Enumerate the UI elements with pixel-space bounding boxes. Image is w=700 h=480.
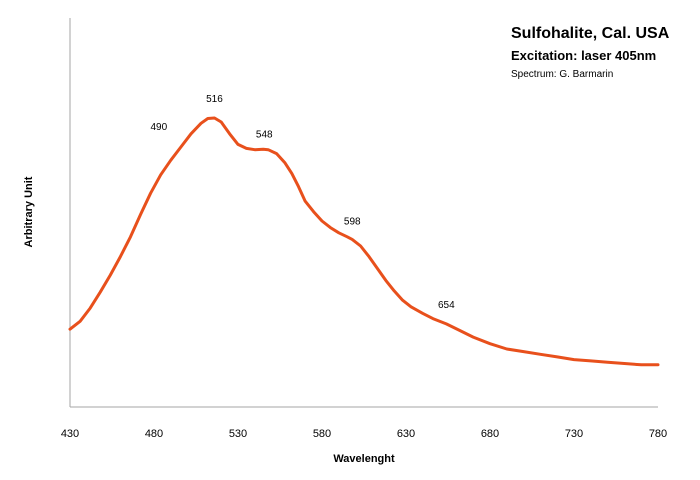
x-axis-title: Wavelenght bbox=[333, 453, 395, 465]
peak-label: 598 bbox=[344, 216, 361, 227]
chart-credit: Spectrum: G. Barmarin bbox=[511, 69, 613, 80]
chart-title: Sulfohalite, Cal. USA bbox=[511, 25, 670, 42]
y-axis-title: Arbitrary Unit bbox=[23, 176, 35, 247]
x-tick-label: 780 bbox=[649, 428, 667, 440]
x-tick-labels: 430 480 530 580 630 680 730 780 bbox=[61, 428, 667, 440]
peak-label: 654 bbox=[438, 300, 455, 311]
chart-subtitle: Excitation: laser 405nm bbox=[511, 48, 656, 63]
peak-label: 490 bbox=[150, 122, 167, 133]
x-tick-label: 480 bbox=[145, 428, 163, 440]
x-tick-label: 680 bbox=[481, 428, 499, 440]
peak-label: 516 bbox=[206, 94, 223, 105]
x-tick-label: 530 bbox=[229, 428, 247, 440]
x-tick-label: 630 bbox=[397, 428, 415, 440]
spectrum-line bbox=[68, 116, 660, 367]
peak-annotations: 490 516 548 598 654 bbox=[150, 94, 455, 311]
x-tick-label: 730 bbox=[565, 428, 583, 440]
peak-label: 548 bbox=[256, 130, 273, 141]
x-tick-label: 430 bbox=[61, 428, 79, 440]
x-tick-label: 580 bbox=[313, 428, 331, 440]
axes bbox=[69, 18, 658, 408]
